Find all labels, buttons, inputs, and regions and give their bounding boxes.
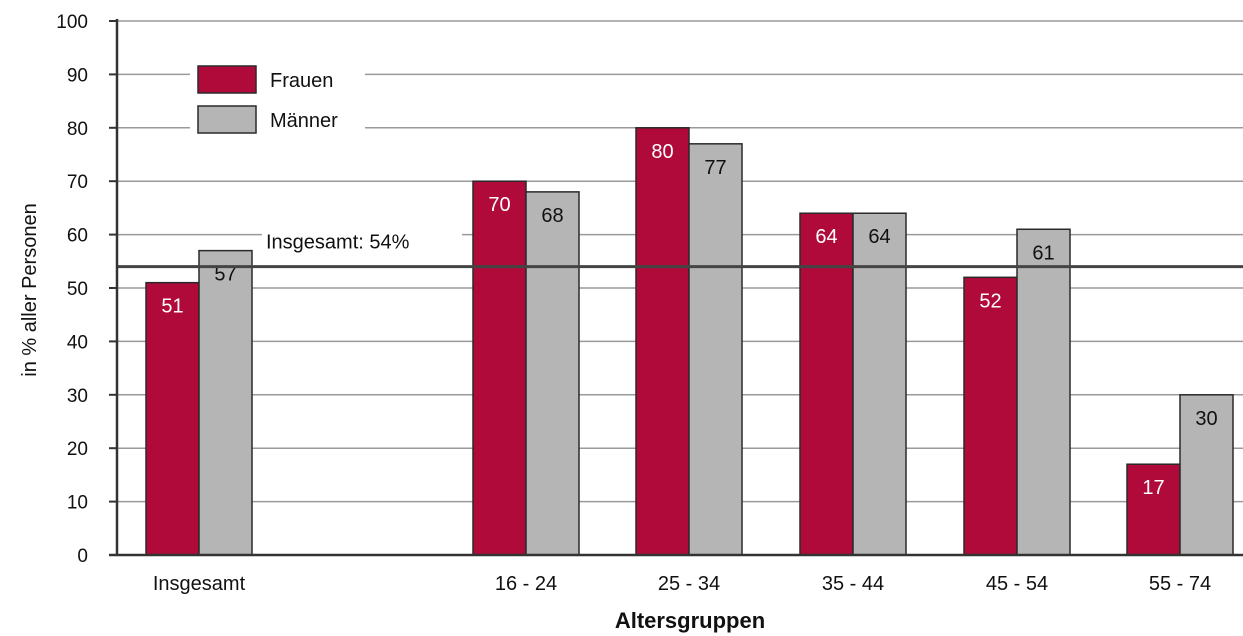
bar-frauen (635, 127, 690, 556)
legend: Frauen Männer (190, 59, 365, 139)
reference-line-label: Insgesamt: 54% (266, 232, 410, 254)
y-tick-label: 80 (67, 119, 88, 140)
bar-maenner (198, 249, 253, 556)
bar-value-label: 64 (815, 226, 837, 248)
y-tick-label: 50 (67, 279, 88, 300)
bar-value-label: 70 (488, 194, 510, 216)
bar-value-label: 57 (214, 264, 236, 286)
x-tick-label: 35 - 44 (822, 573, 884, 595)
reference-label-background (262, 226, 462, 257)
y-axis-title: in % aller Personen (19, 203, 41, 376)
y-tick-labels: 0 10 20 30 40 50 60 70 80 90 100 (56, 12, 88, 567)
bar-maenner (525, 191, 580, 556)
legend-label: Männer (270, 110, 338, 132)
bar-frauen (799, 212, 854, 556)
x-axis-title: Altersgruppen (615, 608, 765, 633)
bar-value-label: 17 (1142, 477, 1164, 499)
bar-frauen (145, 281, 200, 556)
y-tick-label: 20 (67, 439, 88, 460)
y-tick-label: 90 (67, 65, 88, 86)
x-tick-label: Insgesamt (153, 573, 246, 595)
x-tick-labels: Insgesamt 16 - 24 25 - 34 35 - 44 45 - 54 55 … (153, 573, 1211, 595)
bar-value-label: 61 (1032, 242, 1054, 264)
bar-value-label: 52 (979, 290, 1001, 312)
bar-value-label: 77 (704, 157, 726, 179)
x-tick-label: 16 - 24 (495, 573, 557, 595)
y-tick-label: 0 (77, 546, 88, 567)
legend-swatch (197, 105, 257, 134)
y-tick-label: 40 (67, 332, 88, 353)
bar-frauen (472, 180, 527, 556)
bar-value-labels: 51 70 80 64 52 17 57 68 77 64 61 30 (161, 141, 1217, 499)
bar-frauen (1126, 463, 1181, 556)
bar-value-label: 51 (161, 296, 183, 318)
x-tick-label: 25 - 34 (658, 573, 720, 595)
legend-swatch (197, 65, 257, 94)
bar-maenner (852, 212, 907, 556)
bar-value-label: 80 (651, 141, 673, 163)
y-tick-label: 70 (67, 172, 88, 193)
x-tick-label: 55 - 74 (1149, 573, 1211, 595)
x-tick-label: 45 - 54 (986, 573, 1048, 595)
axes (109, 19, 1243, 557)
reference-line-group: Insgesamt: 54% (117, 226, 1243, 269)
bar-maenner (688, 143, 743, 556)
y-tick-label: 30 (67, 386, 88, 407)
bar-value-label: 30 (1195, 408, 1217, 430)
bar-maenner (1016, 228, 1071, 556)
y-tick-label: 10 (67, 493, 88, 514)
y-tick-label: 100 (56, 12, 88, 33)
legend-label: Frauen (270, 70, 333, 92)
bar-value-label: 64 (868, 226, 890, 248)
bar-value-label: 68 (541, 205, 563, 227)
bar-frauen (963, 276, 1018, 556)
y-tick-label: 60 (67, 226, 88, 247)
bar-maenner (1179, 394, 1234, 556)
